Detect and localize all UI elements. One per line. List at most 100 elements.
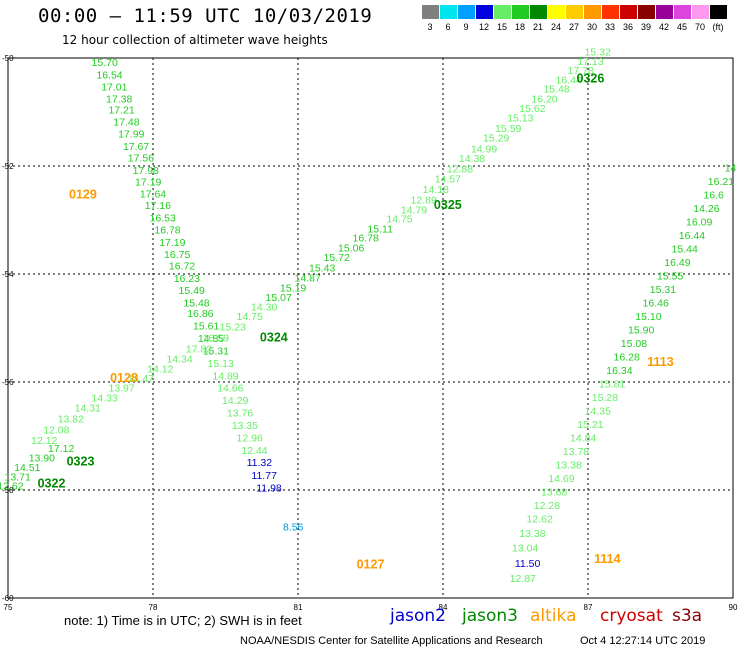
swh-data-point: 17.67 (123, 141, 149, 153)
color-scale-swatch (691, 5, 709, 19)
wave-height-tracks: 15.7016.5417.0117.3817.2117.4817.9917.67… (0, 46, 737, 585)
swh-data-point: 12.12 (31, 435, 57, 447)
color-scale-label: 42 (658, 22, 669, 32)
swh-data-point: 12.62 (0, 480, 24, 492)
swh-data-point: 13.78 (563, 446, 589, 458)
swh-data-point: 16.44 (679, 230, 705, 242)
swh-data-point: 13.35 (232, 420, 258, 432)
swh-data-point: 15.48 (543, 84, 569, 96)
color-scale-swatch (565, 5, 583, 19)
color-scale-swatch (709, 5, 727, 19)
swh-data-point: 11.98 (256, 483, 282, 495)
pass-number-label: 1113 (647, 355, 673, 369)
swh-data-point: 13.68 (541, 486, 567, 498)
swh-data-point: 16.09 (686, 216, 712, 228)
swh-data-point: 13.90 (29, 452, 55, 464)
wave-track: 15.3217.1317.7816.4415.4816.2015.6215.13… (386, 46, 611, 225)
swh-data-point: 16.49 (664, 257, 690, 269)
swh-data-point: 11.50 (515, 558, 541, 570)
swh-data-point: 17.21 (108, 105, 134, 117)
axis-ticks: 75 78 81 84 87 90 -50 -52 -54 -56 -58 -60 (2, 54, 738, 612)
swh-data-point: 13.38 (556, 459, 582, 471)
wave-track: 11.50 (515, 558, 541, 570)
swh-data-point: 13.04 (512, 543, 538, 555)
footer-note: note: 1) Time is in UTC; 2) SWH is in fe… (64, 613, 302, 628)
swh-data-point: 15.55 (657, 270, 683, 282)
color-scale-label: 3 (427, 22, 433, 32)
swh-data-point: 16.53 (150, 213, 176, 225)
swh-data-point: 12.62 (527, 513, 553, 525)
swh-data-point: 14.57 (435, 174, 461, 186)
swh-data-point: 15.90 (628, 324, 654, 336)
swh-data-point: 14.51 (14, 462, 40, 474)
swh-data-point: 14.79 (401, 205, 427, 217)
swh-data-point: 11.77 (251, 470, 277, 482)
color-scale-swatch (547, 5, 565, 19)
swh-data-point: 14.87 (295, 273, 321, 285)
swh-data-point: 15.08 (621, 338, 647, 350)
chart-subtitle: 12 hour collection of altimeter wave hei… (62, 33, 328, 47)
swh-data-point: 16.59 (203, 333, 229, 345)
legend-item-jason3: jason3 (462, 606, 518, 626)
swh-data-point: 12.87 (510, 573, 536, 585)
swh-data-point: 12.88 (447, 163, 473, 175)
swh-data-point: 16.78 (154, 225, 180, 237)
swh-data-point: 15.59 (495, 123, 521, 135)
swh-data-point: 14.66 (217, 383, 243, 395)
footer-timestamp: Oct 4 12:27:14 UTC 2019 (580, 635, 706, 647)
swh-data-point: 15.31 (203, 345, 229, 357)
swh-data-point: 14.47 (128, 373, 154, 385)
x-tick-label: 78 (149, 603, 158, 612)
swh-data-point: 14.38 (459, 153, 485, 165)
x-tick-label: 81 (294, 603, 303, 612)
color-scale-label: 24 (550, 22, 561, 32)
color-scale-label: 30 (586, 22, 597, 32)
swh-data-point: 15.48 (183, 297, 209, 309)
swh-data-point: 15.07 (266, 292, 292, 304)
swh-data-point: 16.78 (353, 233, 379, 245)
swh-data-point: 15.19 (280, 282, 306, 294)
swh-data-point: 14.26 (693, 203, 719, 215)
color-scale-label: 70 (694, 22, 705, 32)
wave-track: 8.56 (283, 522, 304, 534)
swh-data-point: 12.28 (534, 500, 560, 512)
swh-data-point: 14.30 (251, 302, 277, 314)
swh-data-point: 12.08 (43, 424, 69, 436)
swh-data-point: 17.19 (135, 176, 161, 188)
swh-data-point: 16.34 (606, 365, 632, 377)
swh-data-point: 15.10 (635, 311, 661, 323)
swh-data-point: 15.23 (220, 322, 246, 334)
swh-data-point: 12.89 (411, 194, 437, 206)
legend-item-cryosat: cryosat (600, 606, 663, 626)
swh-data-point: 11.32 (247, 457, 273, 469)
swh-data-point: 14 (725, 162, 737, 174)
color-scale-swatch (673, 5, 691, 19)
color-scale-label: 33 (604, 22, 615, 32)
wave-track: 12.87 (510, 573, 536, 585)
swh-data-point: 15.13 (507, 113, 533, 125)
color-scale-label: 15 (496, 22, 507, 32)
swh-data-point: 14.35 (585, 405, 611, 417)
swh-data-point: 13.76 (227, 408, 253, 420)
swh-data-point: 15.70 (92, 57, 118, 69)
swh-data-point: 16.20 (531, 93, 557, 105)
swh-data-point: 16.6 (703, 189, 724, 201)
swh-data-point: 16.46 (643, 297, 669, 309)
swh-data-point: 15.61 (193, 321, 219, 333)
swh-data-point: 17.38 (106, 93, 132, 105)
swh-data-point: 8.56 (283, 522, 304, 534)
swh-data-point: 15.44 (672, 243, 698, 255)
swh-data-point: 14.33 (92, 392, 118, 404)
swh-data-point: 12.44 (241, 445, 267, 457)
color-scale-label: (ft) (712, 22, 724, 32)
legend-item-altika: altika (530, 606, 577, 626)
y-tick-label: -50 (2, 54, 14, 63)
swh-data-point: 16.44 (556, 74, 582, 86)
pass-number-label: 0325 (434, 198, 462, 212)
